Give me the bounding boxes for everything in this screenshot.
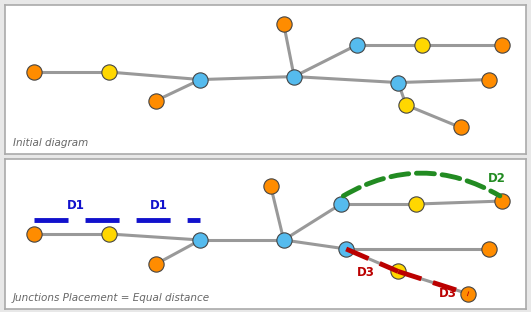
Text: D3: D3 [357, 266, 374, 279]
Text: D1: D1 [66, 198, 84, 212]
Text: D2: D2 [488, 172, 506, 185]
Text: Junctions Placement = Equal distance: Junctions Placement = Equal distance [13, 293, 210, 303]
Text: D3: D3 [439, 287, 457, 300]
Text: D1: D1 [150, 198, 168, 212]
Text: Initial diagram: Initial diagram [13, 139, 88, 149]
